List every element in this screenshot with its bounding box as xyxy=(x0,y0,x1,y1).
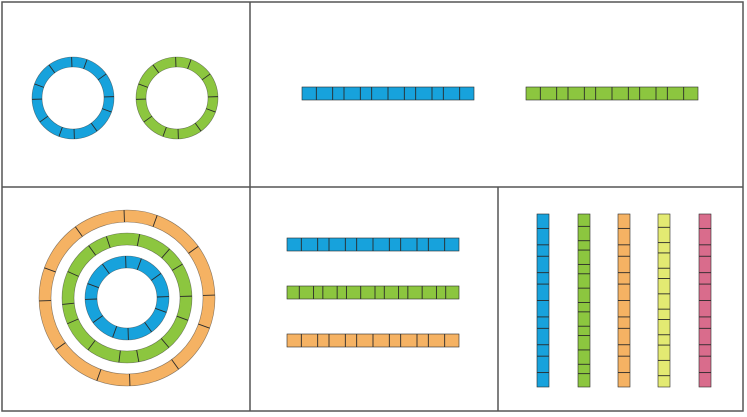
ring-segment-divider xyxy=(67,271,79,277)
ring-segment-divider xyxy=(176,315,189,321)
green-ring xyxy=(135,56,219,140)
orange-vertical-strip xyxy=(617,213,631,388)
ring-segment-divider xyxy=(198,323,210,329)
ring-segment-divider xyxy=(62,302,75,305)
ring-segment-divider xyxy=(162,126,167,137)
ring-segment-divider xyxy=(138,83,149,88)
ring-segment-divider xyxy=(143,115,153,123)
ring-segment-divider xyxy=(161,248,170,259)
ring-segment-divider xyxy=(205,108,216,113)
ring-segment-divider xyxy=(172,263,183,271)
ring-segment-divider xyxy=(87,340,96,351)
yellow-vertical-strip xyxy=(657,213,671,388)
blue-ring xyxy=(31,56,115,140)
ring-segment-divider xyxy=(171,359,180,370)
ring-segment-divider xyxy=(87,283,99,289)
ring-segment-divider xyxy=(39,115,49,123)
ring-segment-divider xyxy=(151,272,162,281)
green-middle-ring xyxy=(61,232,193,364)
ring-segment-divider xyxy=(160,338,170,348)
blue-inner-ring xyxy=(84,255,170,341)
blue-vertical-strip xyxy=(536,213,550,388)
ring-segment-divider xyxy=(136,350,140,362)
orange-outer-ring xyxy=(38,209,216,387)
ring-segment-divider xyxy=(101,263,110,274)
green-vertical-strip xyxy=(577,213,591,388)
ring-segment-divider xyxy=(105,236,111,248)
ring-segment-divider xyxy=(152,215,158,227)
ring-segment-divider xyxy=(101,108,112,113)
blue-strip xyxy=(301,86,475,101)
ring-segment-divider xyxy=(55,342,66,351)
ring-segment-divider xyxy=(136,258,142,270)
blue-strip-short xyxy=(286,237,460,252)
ring-segment-divider xyxy=(155,307,167,313)
green-strip-medium xyxy=(286,285,460,300)
ring-segment-divider xyxy=(92,315,103,324)
orange-strip-long xyxy=(286,333,460,348)
ring-segment-divider xyxy=(187,59,192,70)
ring-segment-divider xyxy=(118,350,121,363)
ring-segment-divider xyxy=(90,122,98,132)
ring-segment-divider xyxy=(74,226,83,237)
ring-segment-divider xyxy=(48,64,56,74)
ring-segment-divider xyxy=(188,245,199,254)
ring-segment-divider xyxy=(67,318,79,325)
ring-segment-divider xyxy=(83,59,88,70)
ring-segment-divider xyxy=(112,326,118,338)
ring-segment-divider xyxy=(44,267,56,273)
ring-segment-divider xyxy=(136,234,141,247)
green-strip xyxy=(525,86,699,101)
ring-segment-divider xyxy=(88,245,97,256)
ring-segment-divider xyxy=(201,73,211,81)
ring-segment-divider xyxy=(34,83,45,88)
ring-segment-divider xyxy=(58,126,63,137)
pink-vertical-strip xyxy=(698,213,712,388)
shapes-layer xyxy=(31,56,712,388)
ring-segment-divider xyxy=(97,73,107,81)
ring-segment-divider xyxy=(152,64,160,74)
ring-segment-divider xyxy=(144,322,153,333)
ring-segment-divider xyxy=(194,122,202,132)
ring-segment-divider xyxy=(96,369,102,381)
